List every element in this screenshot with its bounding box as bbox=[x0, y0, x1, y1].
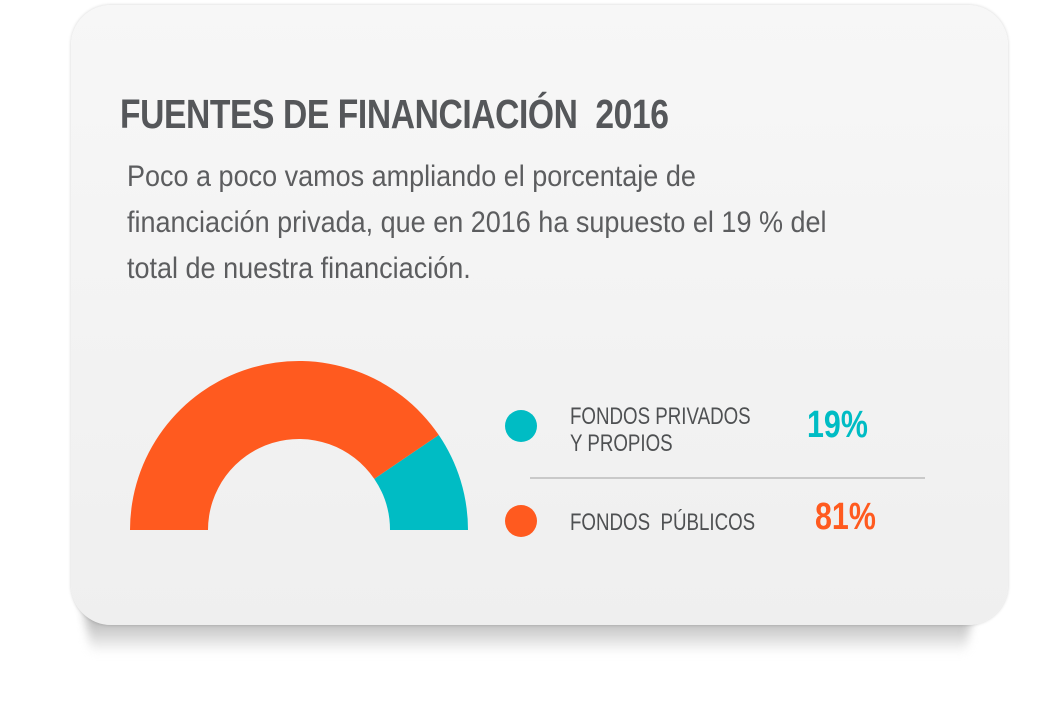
legend-value-public: 81% bbox=[815, 496, 876, 538]
legend-dot-private bbox=[505, 410, 537, 442]
slice-private bbox=[374, 435, 468, 530]
page-title: FUENTES DE FINANCIACIÓN 2016 bbox=[120, 91, 669, 137]
legend-value-private: 19% bbox=[807, 404, 868, 446]
legend-label-private: FONDOS PRIVADOS Y PROPIOS bbox=[570, 403, 751, 457]
slice-public bbox=[130, 361, 439, 530]
legend-divider bbox=[530, 477, 925, 479]
legend-dot-public bbox=[505, 505, 537, 537]
card bbox=[71, 5, 1008, 625]
description: Poco a poco vamos ampliando el porcentaj… bbox=[127, 160, 827, 285]
legend-label-public: FONDOS PÚBLICOS bbox=[570, 509, 756, 536]
